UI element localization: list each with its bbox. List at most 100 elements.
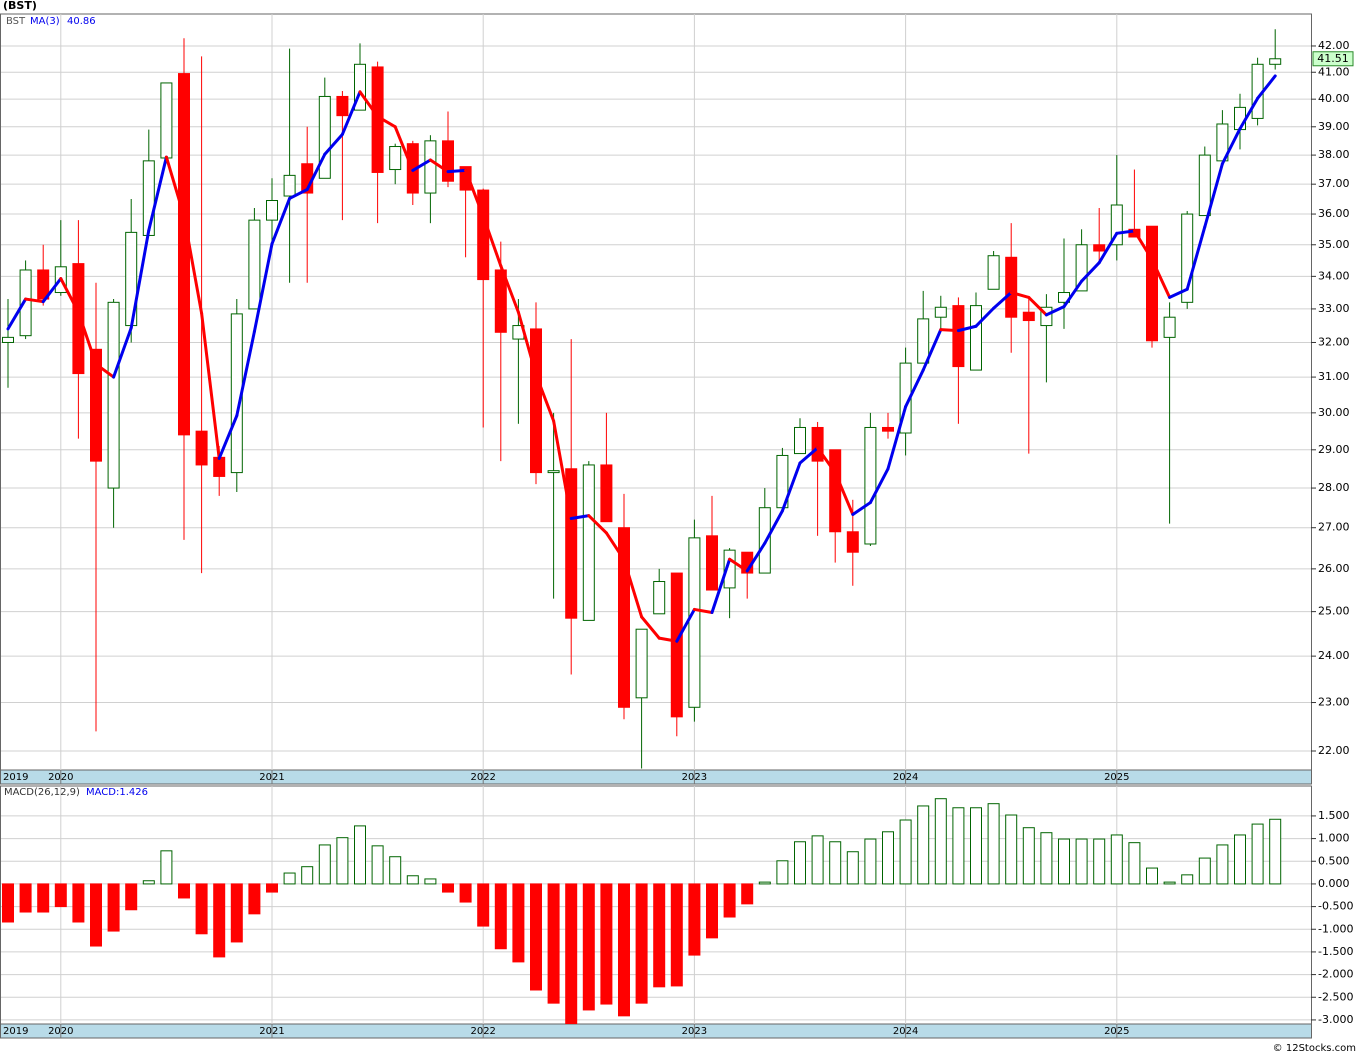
y-tick-label: 26.00 (1318, 562, 1350, 575)
y-tick-label: 25.00 (1318, 605, 1350, 618)
candle-body (706, 535, 718, 591)
macd-bar (2, 883, 14, 923)
ma-line (376, 114, 397, 129)
ma-line (464, 168, 485, 218)
macd-bar (934, 798, 947, 885)
macd-bar (1093, 838, 1106, 885)
candle-body (530, 328, 542, 474)
candle-body (846, 531, 859, 553)
macd-bar (336, 837, 349, 885)
ma-line (499, 264, 520, 314)
y-tick-label: 24.00 (1318, 649, 1350, 662)
candle-body (635, 628, 648, 699)
ma-line (1097, 231, 1119, 265)
macd-bar (1269, 818, 1282, 885)
candle-body (653, 581, 666, 615)
x-tick-label: 2024 (893, 772, 918, 783)
candle-body (72, 263, 85, 375)
candle-body (864, 426, 877, 545)
x-tick-label: 2024 (893, 1026, 918, 1037)
macd-bar (72, 883, 85, 923)
ma-line (745, 541, 767, 573)
macd-bar (882, 831, 894, 885)
candle-body (1022, 311, 1035, 322)
plot-area (0, 13, 1312, 771)
candle-body (565, 468, 578, 619)
footer: © 12Stocks.com (1273, 1043, 1356, 1054)
ma-line (200, 311, 221, 460)
macd-bar (1251, 823, 1264, 885)
x-tick-label: 2025 (1104, 1026, 1129, 1037)
y-tick-label: 31.00 (1318, 370, 1350, 383)
candle-body (1146, 225, 1158, 342)
candle-body (1269, 58, 1282, 65)
ma-line (1238, 96, 1260, 131)
ma-line (1080, 261, 1101, 283)
candle-body (1040, 306, 1053, 327)
candle-body (459, 166, 472, 191)
macd-bar (600, 883, 613, 1005)
candle-body (1110, 204, 1123, 246)
candle-body (318, 95, 331, 179)
macd-bar (776, 860, 789, 885)
macd-bar (1234, 834, 1246, 885)
macd-bar (125, 883, 138, 911)
candle-body (283, 174, 296, 197)
macd-legend: MACD(26,12,9) (4, 787, 80, 798)
y-tick-label: 34.00 (1318, 269, 1350, 282)
candle-body (266, 200, 278, 221)
ma-line (1203, 162, 1224, 229)
candle-body (618, 527, 630, 708)
ma-line (164, 155, 186, 218)
y-tick-label: 35.00 (1318, 238, 1350, 251)
ma-line (833, 471, 855, 516)
plot-layer: 22.00 23.00 24.00 25.00 26.00 27.00 28.00 29.00… (0, 13, 1354, 1039)
macd-bar (899, 819, 912, 885)
y-tick-label: 33.00 (1318, 302, 1350, 315)
x-tick-label: 2020 (48, 1026, 73, 1037)
ma-line (1115, 229, 1136, 235)
x-tick-label: 2020 (48, 772, 73, 783)
ma-line (710, 557, 732, 614)
candle-body (1075, 244, 1088, 292)
ma-line (763, 509, 784, 545)
macd-bar (618, 883, 630, 1017)
ma-line (24, 297, 45, 304)
ma-line (992, 291, 1013, 310)
macd-bar (1040, 832, 1053, 885)
macd-bar (195, 883, 208, 935)
macd-bar (389, 856, 402, 885)
ma-line (1168, 287, 1189, 299)
ma-line (428, 158, 450, 174)
ma-line (534, 373, 556, 423)
macd-bar (54, 883, 67, 908)
macd-bar (1058, 838, 1070, 885)
candle-body (1005, 256, 1018, 318)
y-tick-label: 27.00 (1318, 521, 1350, 534)
ma-line (798, 446, 820, 465)
x-tick-label: 2022 (470, 1026, 495, 1037)
macd-bar (741, 883, 754, 905)
y-tick-label: 42.00 (1318, 39, 1350, 52)
candle-body (934, 306, 947, 318)
candle-body (600, 464, 613, 523)
macd-bar (864, 838, 877, 885)
candle-body (389, 146, 402, 171)
macd-bar (547, 883, 560, 1004)
ma-line (182, 214, 204, 315)
macd-bar (248, 883, 261, 915)
macd-value: MACD:1.426 (86, 787, 148, 798)
x-tick-label: 2025 (1104, 772, 1129, 783)
candle-body (670, 572, 683, 718)
x-tick-label: 2021 (259, 772, 284, 783)
chart-title: (BST) (3, 0, 37, 12)
ma-line (587, 514, 608, 535)
ma-line (217, 414, 239, 460)
candle-body (354, 63, 366, 111)
ma-line (252, 242, 274, 334)
ma-line (41, 277, 63, 304)
ma-line (76, 310, 98, 366)
y-tick-label: 40.00 (1318, 92, 1350, 105)
x-tick-label: 2023 (682, 772, 707, 783)
